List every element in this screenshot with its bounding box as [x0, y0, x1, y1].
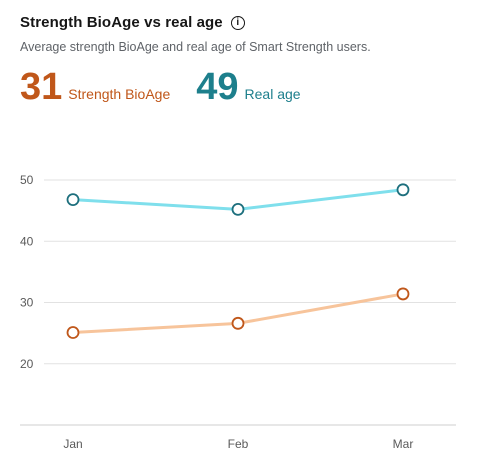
y-tick-label: 20 [20, 357, 34, 371]
stats-row: 31 Strength BioAge 49 Real age [20, 68, 301, 106]
data-point [66, 193, 80, 207]
stat-bioage-label: Strength BioAge [68, 86, 171, 102]
chart-title: Strength BioAge vs real age [20, 14, 223, 31]
y-tick-label: 30 [20, 296, 34, 310]
stat-real-label: Real age [244, 86, 301, 102]
title-row: Strength BioAge vs real age i [20, 14, 245, 31]
data-point [231, 202, 245, 216]
data-point [396, 183, 410, 197]
x-tick-label: Feb [228, 437, 249, 451]
data-point [231, 316, 245, 330]
x-tick-label: Jan [63, 437, 82, 451]
stat-real-value: 49 [196, 66, 239, 108]
stat-real: 49 Real age [196, 68, 300, 106]
chart-subtitle: Average strength BioAge and real age of … [20, 40, 371, 54]
data-point [396, 287, 410, 301]
stat-bioage: 31 Strength BioAge [20, 68, 170, 106]
y-tick-label: 50 [20, 173, 34, 187]
data-point [66, 326, 80, 339]
info-icon[interactable]: i [230, 15, 245, 30]
x-tick-label: Mar [393, 437, 414, 451]
stat-bioage-value: 31 [20, 66, 63, 108]
y-tick-label: 40 [20, 234, 34, 248]
